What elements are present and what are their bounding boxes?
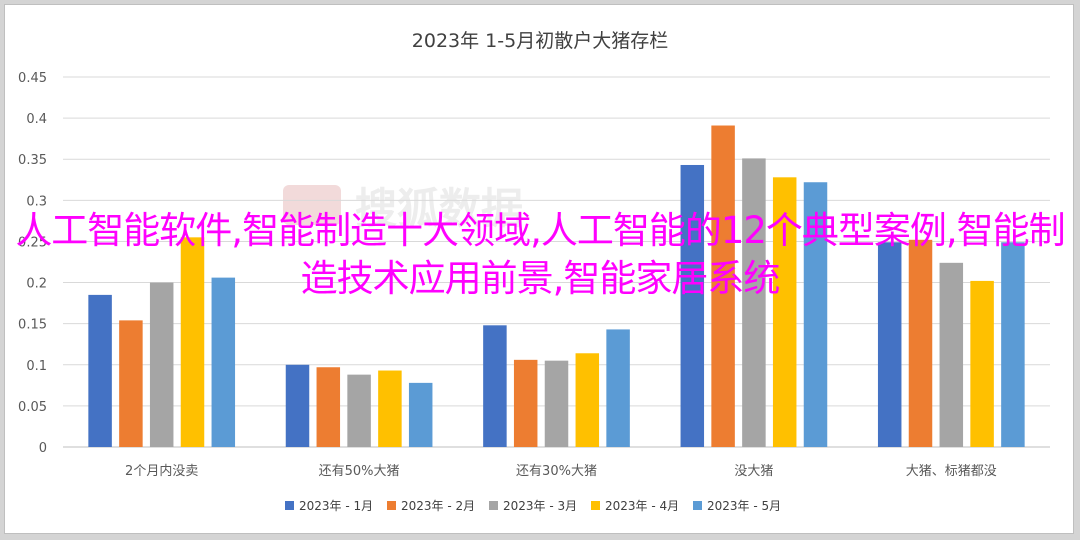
x-axis-category-labels: 2个月内没卖 还有50%大猪 还有30%大猪 没大猪 大猪、标猪都没 — [125, 463, 997, 479]
legend-swatch — [285, 501, 294, 510]
y-tick-label: 0.2 — [26, 277, 47, 292]
bar — [711, 125, 735, 447]
bar — [908, 239, 933, 447]
watermark: 搜狐数据 — [283, 184, 523, 233]
y-tick-label: 0.45 — [18, 71, 47, 86]
y-tick-label: 0.35 — [18, 153, 47, 168]
legend-label: 2023年 - 3月 — [503, 499, 577, 513]
x-tick-label: 2个月内没卖 — [125, 463, 198, 479]
bar — [316, 367, 341, 447]
x-tick-label: 还有50%大猪 — [319, 464, 400, 479]
legend: 2023年 - 1月 2023年 - 2月 2023年 - 3月 2023年 - 4月… — [285, 499, 781, 513]
watermark-text: 搜狐数据 — [355, 184, 523, 233]
x-tick-label: 还有30%大猪 — [516, 464, 597, 479]
y-tick-label: 0.4 — [26, 112, 47, 127]
bar — [378, 370, 402, 447]
y-tick-label: 0.05 — [18, 400, 47, 415]
bar — [939, 262, 964, 447]
legend-label: 2023年 - 4月 — [605, 499, 679, 513]
bar — [211, 277, 236, 447]
bar — [483, 325, 507, 447]
bar — [1001, 242, 1025, 447]
y-axis-tick-labels: 0 0.05 0.1 0.15 0.2 0.25 0.3 0.35 0.4 0.45 — [18, 71, 47, 456]
bar — [88, 294, 112, 447]
x-tick-label: 没大猪 — [734, 464, 773, 479]
bar — [513, 359, 538, 447]
x-tick-label: 大猪、标猪都没 — [906, 464, 997, 479]
y-tick-label: 0.1 — [26, 359, 47, 374]
watermark-logo — [283, 185, 341, 225]
bar — [119, 320, 143, 447]
bar — [803, 182, 828, 447]
y-tick-label: 0.15 — [18, 318, 47, 333]
bar — [970, 280, 994, 447]
legend-swatch — [693, 501, 702, 510]
legend-swatch — [387, 501, 396, 510]
overlay-headline: 人工智能软件,智能制造十大领域,人工智能的12个典型案例,智能制造技术应用前景,… — [15, 209, 1065, 300]
legend-swatch — [591, 501, 600, 510]
chart-title: 2023年 1-5月初散户大猪存栏 — [412, 30, 668, 52]
bar — [877, 242, 902, 447]
bar — [408, 382, 433, 447]
bar — [680, 164, 705, 447]
bar-chart: 搜狐数据 0 0.05 0.1 0.15 0.2 0.25 0.3 0.35 0.4 0.45 2… — [18, 30, 1050, 513]
bar — [575, 353, 600, 447]
bar — [772, 177, 797, 448]
bar — [285, 364, 310, 447]
bar — [606, 329, 630, 447]
bar — [544, 360, 569, 447]
bar — [180, 237, 205, 447]
y-tick-label: 0.25 — [18, 235, 47, 250]
legend-label: 2023年 - 5月 — [707, 499, 781, 513]
chart-frame: 搜狐数据 0 0.05 0.1 0.15 0.2 0.25 0.3 0.35 0.4 0.45 2… — [4, 4, 1074, 534]
y-tick-label: 0 — [39, 441, 47, 456]
bar — [149, 282, 174, 447]
bar — [347, 374, 371, 447]
y-tick-label: 0.3 — [26, 194, 47, 209]
legend-label: 2023年 - 2月 — [401, 499, 475, 513]
legend-swatch — [489, 501, 498, 510]
legend-label: 2023年 - 1月 — [299, 499, 373, 513]
bar — [742, 158, 766, 447]
bars — [88, 125, 1025, 448]
